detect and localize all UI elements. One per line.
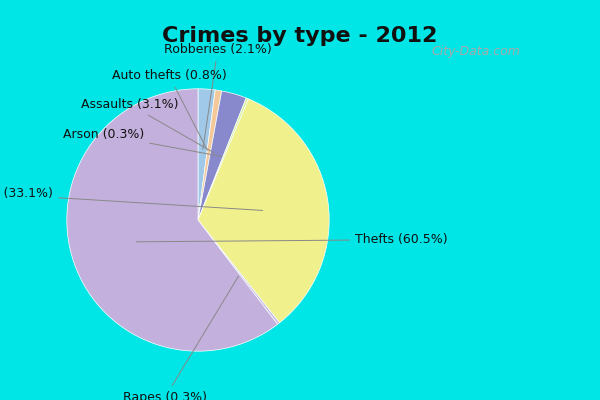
Wedge shape	[198, 90, 222, 220]
Wedge shape	[198, 220, 280, 324]
Wedge shape	[198, 99, 329, 323]
Text: City-Data.com: City-Data.com	[432, 44, 521, 58]
Wedge shape	[198, 91, 246, 220]
Text: Robberies (2.1%): Robberies (2.1%)	[164, 43, 272, 149]
Text: Rapes (0.3%): Rapes (0.3%)	[123, 276, 238, 400]
Wedge shape	[198, 89, 215, 220]
Text: Assaults (3.1%): Assaults (3.1%)	[81, 98, 214, 153]
Wedge shape	[198, 98, 248, 220]
Text: Arson (0.3%): Arson (0.3%)	[63, 128, 221, 156]
Wedge shape	[67, 89, 278, 351]
Text: Burglaries (33.1%): Burglaries (33.1%)	[0, 187, 263, 210]
Text: Auto thefts (0.8%): Auto thefts (0.8%)	[112, 69, 227, 150]
Text: Crimes by type - 2012: Crimes by type - 2012	[163, 26, 437, 46]
Text: Thefts (60.5%): Thefts (60.5%)	[136, 233, 448, 246]
